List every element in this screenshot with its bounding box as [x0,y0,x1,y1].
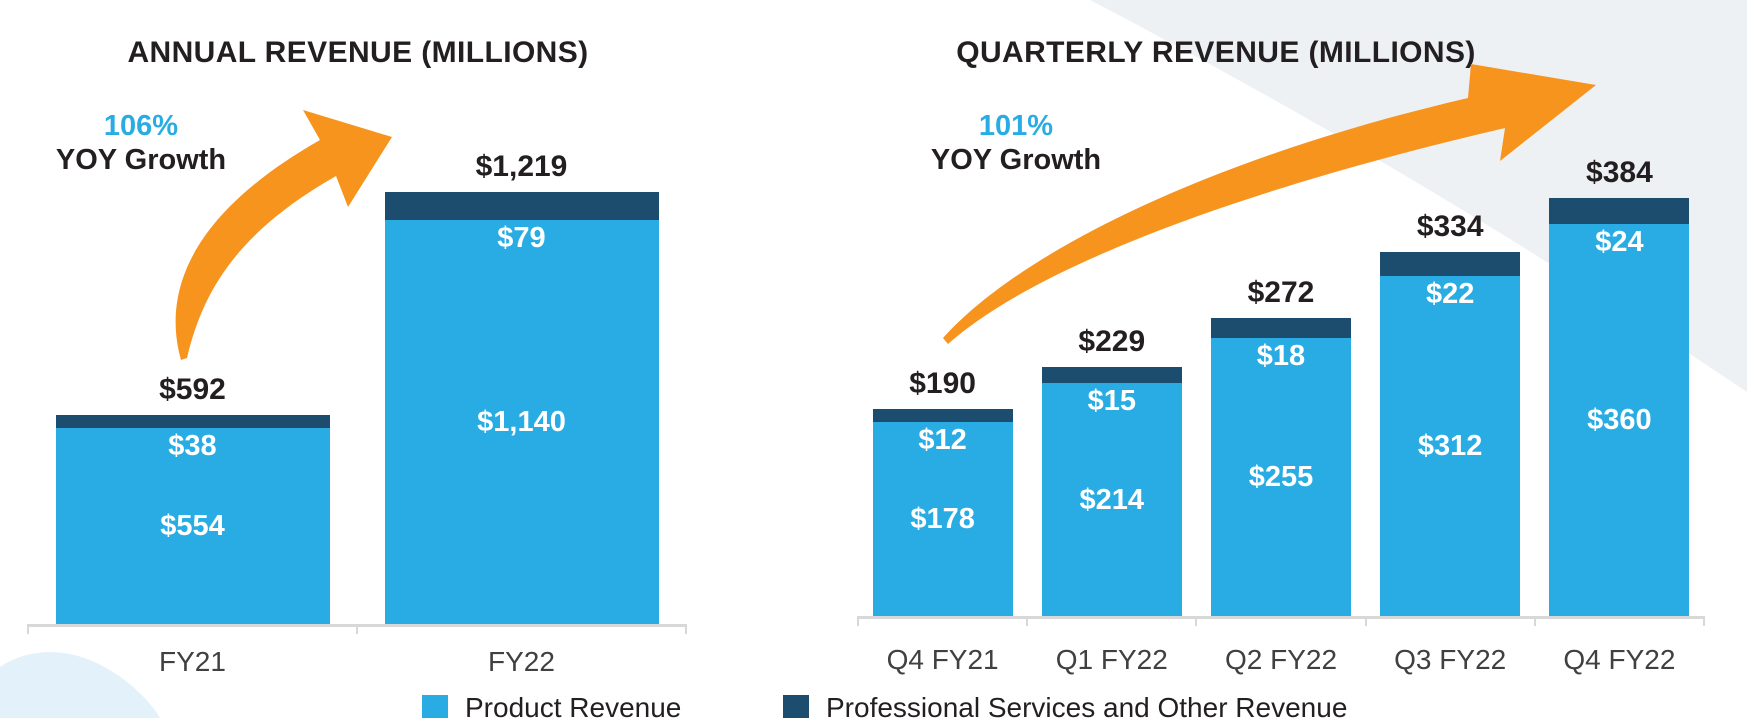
bar-services-value-label: $22 [1425,278,1475,310]
x-axis-label: Q4 FY21 [886,644,999,675]
bar-segment-product [872,422,1013,616]
x-axis-label: FY22 [488,646,555,677]
bar-total-label: $384 [1586,156,1653,189]
x-axis-tick [27,624,29,634]
legend-item-product: Product Revenue [422,692,681,718]
x-axis-tick [1195,616,1198,626]
x-axis-label: FY21 [159,646,226,677]
x-axis-tick [1026,616,1029,626]
x-axis-tick [857,616,859,626]
bar-segment-product [55,428,330,624]
x-axis-label: Q4 FY22 [1563,644,1676,675]
bar-services-value-label: $18 [1256,340,1306,372]
bar-services-value-label: $38 [168,430,217,462]
bar-segment-product [384,220,659,624]
x-axis-line [858,616,1704,619]
quarterly-growth-percent: 101% [978,110,1054,142]
x-axis-tick [1364,616,1367,626]
x-axis-tick [1703,616,1705,626]
legend-item-services: Professional Services and Other Revenue [783,692,1347,718]
x-axis-tick [685,624,687,634]
bar-segment-product [1041,383,1182,616]
bar-segment-services [1380,252,1521,276]
bar-services-value-label: $15 [1087,385,1136,417]
bar-total-label: $190 [909,367,976,400]
bar-services-value-label: $79 [497,222,546,254]
legend-label-services: Professional Services and Other Revenue [826,692,1348,718]
bar-total-label: $1,219 [475,150,568,183]
x-axis-tick [1533,616,1536,626]
bar-segment-services [55,415,330,428]
x-axis-label: Q2 FY22 [1224,644,1338,675]
x-axis-label: Q3 FY22 [1394,644,1507,675]
bar-product-value-label: $178 [910,503,975,535]
bar-product-value-label: $1,140 [477,406,566,438]
bar-total-label: $592 [159,373,226,406]
bar-product-value-label: $312 [1417,430,1483,462]
bar-product-value-label: $255 [1248,461,1314,493]
product-revenue-swatch-icon [422,695,448,718]
bar-segment-services [384,192,659,220]
bar-segment-product [1211,338,1351,616]
bar-product-value-label: $554 [160,510,225,542]
bar-services-value-label: $12 [918,424,967,456]
bar-product-value-label: $360 [1587,404,1652,436]
x-axis-tick [356,624,358,634]
quarterly-growth-label: YOY Growth [930,144,1102,176]
x-axis-label: Q1 FY22 [1055,644,1168,675]
annual-growth-label: YOY Growth [55,144,227,176]
annual-chart-title: ANNUAL REVENUE (MILLIONS) [127,36,589,69]
bar-segment-services [1041,367,1182,383]
bar-segment-services [872,409,1013,422]
quarterly-chart-title: QUARTERLY REVENUE (MILLIONS) [956,36,1476,69]
legend-label-product: Product Revenue [465,692,682,718]
bar-segment-services [1211,318,1351,338]
bar-segment-services [1549,198,1690,224]
bar-product-value-label: $214 [1079,483,1145,516]
services-revenue-swatch-icon [783,695,809,718]
annual-growth-percent: 106% [103,110,179,142]
bar-services-value-label: $24 [1595,226,1644,258]
